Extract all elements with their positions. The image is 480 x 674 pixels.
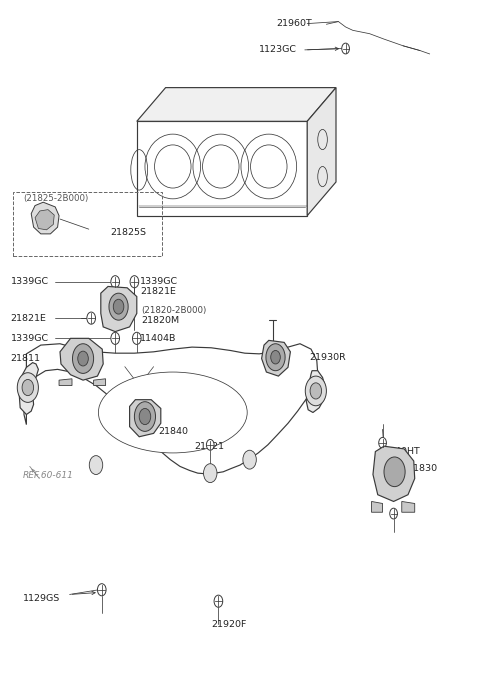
Text: 21840: 21840 (158, 427, 188, 436)
Polygon shape (137, 88, 336, 121)
Circle shape (214, 595, 223, 607)
Text: 21921: 21921 (194, 441, 225, 451)
Polygon shape (307, 88, 336, 216)
Text: (21820-2B000): (21820-2B000) (142, 305, 207, 315)
Polygon shape (60, 338, 103, 380)
Polygon shape (19, 363, 38, 415)
Circle shape (87, 312, 96, 324)
Polygon shape (306, 371, 325, 412)
Circle shape (390, 508, 397, 519)
Circle shape (113, 299, 124, 314)
Text: 21820M: 21820M (142, 315, 180, 325)
Circle shape (109, 293, 128, 320)
Text: 21821E: 21821E (11, 313, 47, 323)
Circle shape (204, 464, 217, 483)
Circle shape (97, 584, 106, 596)
Text: 1339GC: 1339GC (140, 277, 178, 286)
Circle shape (243, 450, 256, 469)
Circle shape (78, 351, 88, 366)
Circle shape (206, 439, 214, 450)
Polygon shape (101, 286, 137, 332)
Circle shape (17, 373, 38, 402)
Circle shape (134, 402, 156, 431)
Circle shape (379, 437, 386, 448)
Polygon shape (24, 344, 318, 474)
Circle shape (89, 456, 103, 474)
Polygon shape (31, 202, 59, 234)
Circle shape (111, 332, 120, 344)
Circle shape (384, 457, 405, 487)
Circle shape (72, 344, 94, 373)
Polygon shape (130, 400, 161, 437)
Circle shape (266, 344, 285, 371)
Circle shape (342, 43, 349, 54)
Circle shape (22, 379, 34, 396)
Text: 11404B: 11404B (140, 334, 177, 343)
Polygon shape (372, 501, 383, 512)
Polygon shape (402, 501, 415, 512)
Polygon shape (373, 446, 415, 501)
Polygon shape (35, 210, 54, 230)
Text: 1140HT: 1140HT (384, 447, 421, 456)
Text: 21825S: 21825S (110, 228, 146, 237)
Ellipse shape (98, 372, 247, 453)
Circle shape (139, 408, 151, 425)
Polygon shape (59, 379, 72, 386)
Circle shape (271, 350, 280, 364)
Text: 1339GC: 1339GC (11, 277, 48, 286)
Text: (21825-2B000): (21825-2B000) (23, 194, 88, 204)
Circle shape (132, 332, 141, 344)
Text: REF.60-611: REF.60-611 (23, 470, 74, 480)
Text: 1123GC: 1123GC (259, 45, 297, 55)
Text: 1339GC: 1339GC (11, 334, 48, 343)
Circle shape (130, 276, 139, 288)
Text: 21930R: 21930R (310, 353, 347, 362)
Polygon shape (94, 379, 106, 386)
Text: 21811: 21811 (11, 354, 40, 363)
Polygon shape (262, 340, 290, 376)
Text: 21920F: 21920F (211, 619, 247, 629)
Circle shape (305, 376, 326, 406)
Circle shape (111, 276, 120, 288)
Polygon shape (137, 121, 307, 216)
Text: 1129GS: 1129GS (23, 594, 60, 603)
Text: 21830: 21830 (407, 464, 437, 473)
Text: 21960T: 21960T (276, 19, 312, 28)
Text: 21821E: 21821E (140, 287, 176, 297)
Circle shape (310, 383, 322, 399)
